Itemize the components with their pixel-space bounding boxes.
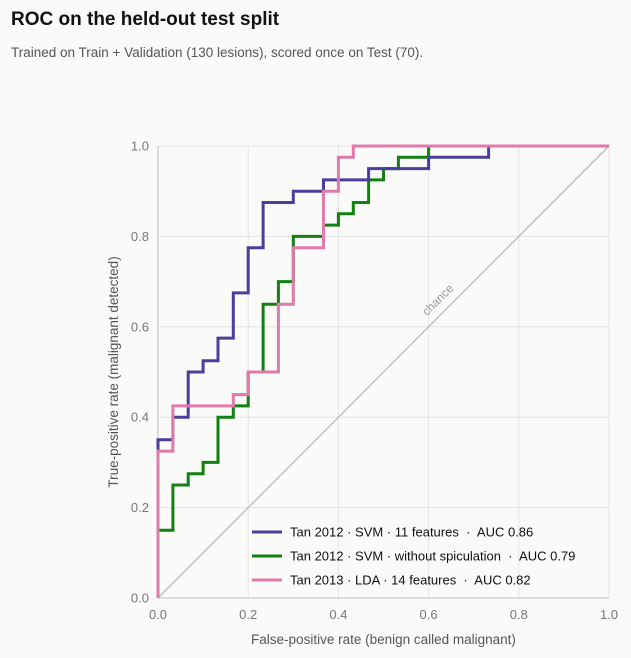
x-axis-label: False-positive rate (benign called malig… bbox=[251, 632, 516, 647]
y-tick-label: 1.0 bbox=[131, 139, 149, 154]
y-tick-label: 0.6 bbox=[131, 319, 149, 334]
x-tick-label: 0.0 bbox=[149, 607, 167, 622]
chart-title: ROC on the held-out test split bbox=[11, 9, 280, 30]
roc-series-line bbox=[156, 144, 609, 598]
x-tick-label: 0.4 bbox=[329, 607, 347, 622]
y-tick-label: 0.0 bbox=[131, 591, 149, 606]
y-tick-label: 0.8 bbox=[131, 229, 149, 244]
x-tick-label: 0.6 bbox=[420, 607, 438, 622]
y-axis-label: True-positive rate (malignant detected) bbox=[106, 256, 121, 487]
x-tick-label: 0.2 bbox=[239, 607, 257, 622]
chance-label: chance bbox=[419, 281, 456, 319]
x-tick-label: 0.8 bbox=[510, 607, 528, 622]
roc-series-line bbox=[156, 144, 609, 598]
chance-line bbox=[157, 145, 610, 599]
roc-series-line bbox=[156, 144, 609, 598]
legend-label: Tan 2012 · SVM · 11 features · AUC 0.86 bbox=[290, 525, 533, 540]
x-tick-label: 1.0 bbox=[600, 607, 618, 622]
legend-label: Tan 2012 · SVM · without spiculation · A… bbox=[290, 549, 575, 564]
chart-subtitle: Trained on Train + Validation (130 lesio… bbox=[11, 45, 424, 60]
legend-label: Tan 2013 · LDA · 14 features · AUC 0.82 bbox=[290, 573, 531, 588]
y-tick-label: 0.4 bbox=[131, 410, 149, 425]
y-tick-label: 0.2 bbox=[131, 500, 149, 515]
